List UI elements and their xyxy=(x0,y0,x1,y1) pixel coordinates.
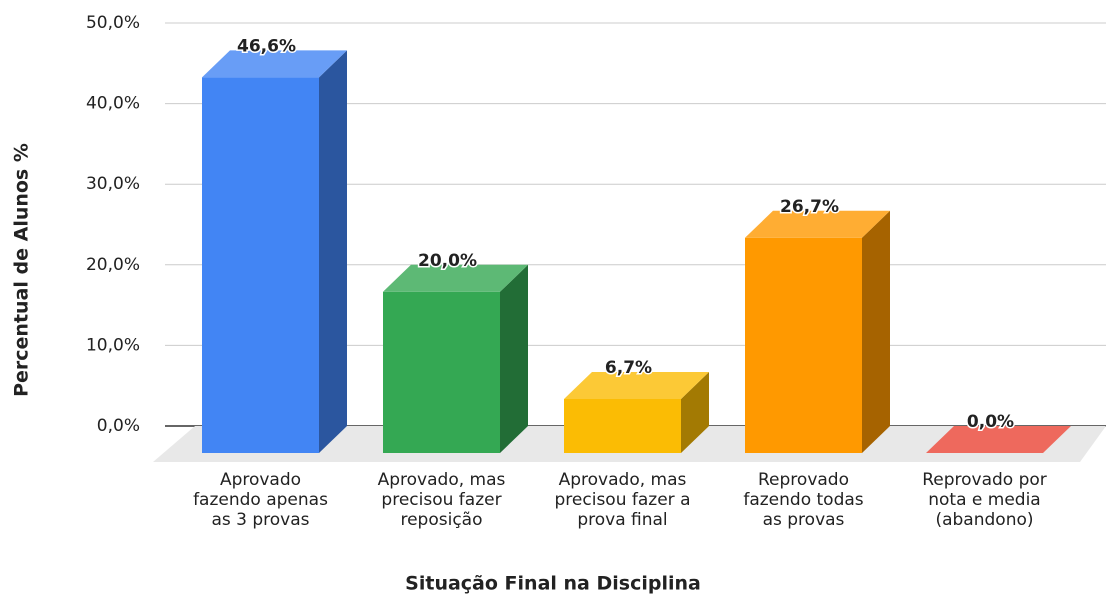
x-tick-label: Aprovado, mas precisou fazer reposição xyxy=(377,470,506,530)
bar xyxy=(383,291,500,453)
data-label: 0,0% xyxy=(967,412,1014,432)
data-label: 6,7% xyxy=(605,358,652,378)
y-tick-label: 30,0% xyxy=(86,174,140,194)
bar-top xyxy=(926,426,1071,453)
bar-side xyxy=(862,210,890,453)
data-label: 46,6% xyxy=(237,36,296,56)
y-axis-title: Percentual de Alunos % xyxy=(11,143,33,397)
bar-top xyxy=(745,210,890,238)
bar xyxy=(564,398,681,453)
y-tick-label: 50,0% xyxy=(86,13,140,33)
bar-side xyxy=(681,371,709,453)
bar xyxy=(202,77,319,454)
bar-top xyxy=(564,371,709,399)
data-label: 20,0% xyxy=(418,251,477,271)
y-tick-label: 0,0% xyxy=(97,416,140,436)
x-axis-title: Situação Final na Disciplina xyxy=(405,573,701,595)
x-tick-label: Aprovado, mas precisou fazer a prova fin… xyxy=(554,470,691,530)
y-tick-label: 40,0% xyxy=(86,94,140,114)
bar-side xyxy=(319,50,347,454)
y-tick-label: 20,0% xyxy=(86,255,140,275)
x-tick-label: Aprovado fazendo apenas as 3 provas xyxy=(193,470,328,530)
bar-side xyxy=(500,264,528,453)
data-label: 26,7% xyxy=(780,197,839,217)
y-tick-label: 10,0% xyxy=(86,335,140,355)
x-tick-label: Reprovado fazendo todas as provas xyxy=(743,470,864,530)
bar-top xyxy=(202,50,347,78)
bar xyxy=(745,237,862,453)
bar-top xyxy=(383,264,528,292)
x-tick-label: Reprovado por nota e media (abandono) xyxy=(922,470,1047,530)
